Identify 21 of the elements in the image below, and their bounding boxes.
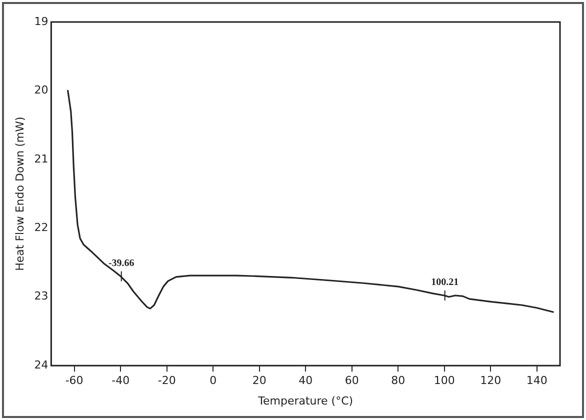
y-axis-title: Heat Flow Endo Down (mW) xyxy=(13,116,26,271)
x-tick-label: 0 xyxy=(210,374,217,388)
x-axis-title: Temperature (°C) xyxy=(257,394,354,408)
y-tick-label: 21 xyxy=(34,152,48,166)
x-tick-label: 20 xyxy=(252,374,266,388)
x-tick-label: 40 xyxy=(298,374,313,388)
x-tick-label: 140 xyxy=(526,374,548,388)
x-tick-label: 100 xyxy=(434,374,455,388)
annotation: 100.21 xyxy=(431,277,459,288)
x-tick-label: 60 xyxy=(344,374,359,388)
y-tick-label: 19 xyxy=(34,14,48,28)
annotation: -39.66 xyxy=(108,258,134,269)
x-tick-label: -20 xyxy=(158,374,176,388)
y-tick-label: 20 xyxy=(34,84,48,97)
y-tick-label: 24 xyxy=(34,358,48,372)
x-tick-label: 80 xyxy=(391,374,406,388)
y-tick-label: 23 xyxy=(34,290,48,303)
x-tick-label: 120 xyxy=(480,374,502,388)
x-tick-label: -60 xyxy=(65,374,84,388)
x-tick-label: -40 xyxy=(112,374,130,388)
y-tick-label: 22 xyxy=(34,221,48,234)
